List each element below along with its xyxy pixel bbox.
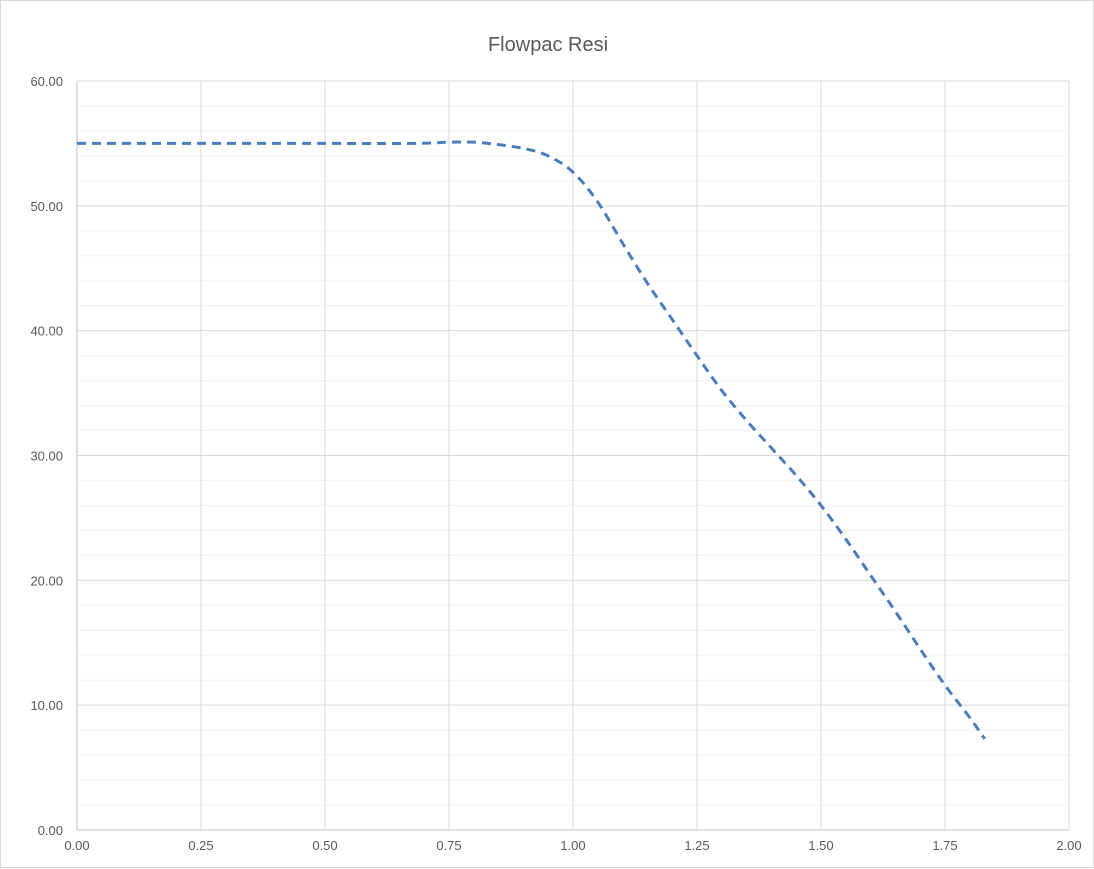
y-tick-label: 30.00	[30, 449, 63, 464]
y-tick-label: 0.00	[38, 823, 63, 838]
tick-labels: 0.00 10.00 20.00 30.00 40.00 50.00 60.00 0.00 0.…	[30, 74, 1081, 853]
y-tick-label: 20.00	[30, 573, 63, 588]
y-tick-label: 40.00	[30, 324, 63, 339]
x-tick-label: 1.00	[560, 838, 585, 853]
chart-title: Flowpac Resi	[488, 34, 608, 56]
axes	[76, 81, 1069, 831]
x-tick-label: 0.75	[436, 838, 461, 853]
x-tick-label: 0.25	[188, 838, 213, 853]
x-tick-label: 1.50	[808, 838, 833, 853]
x-tick-label: 0.50	[312, 838, 337, 853]
y-tick-label: 50.00	[30, 199, 63, 214]
x-tick-label: 0.00	[64, 838, 89, 853]
series-layer	[77, 140, 986, 740]
x-tick-label: 2.00	[1056, 838, 1081, 853]
x-tick-label: 1.75	[932, 838, 957, 853]
y-tick-label: 10.00	[30, 698, 63, 713]
y-tick-label: 60.00	[30, 74, 63, 89]
series-line	[77, 140, 986, 740]
x-tick-label: 1.25	[684, 838, 709, 853]
grid-lines	[77, 80, 1070, 830]
